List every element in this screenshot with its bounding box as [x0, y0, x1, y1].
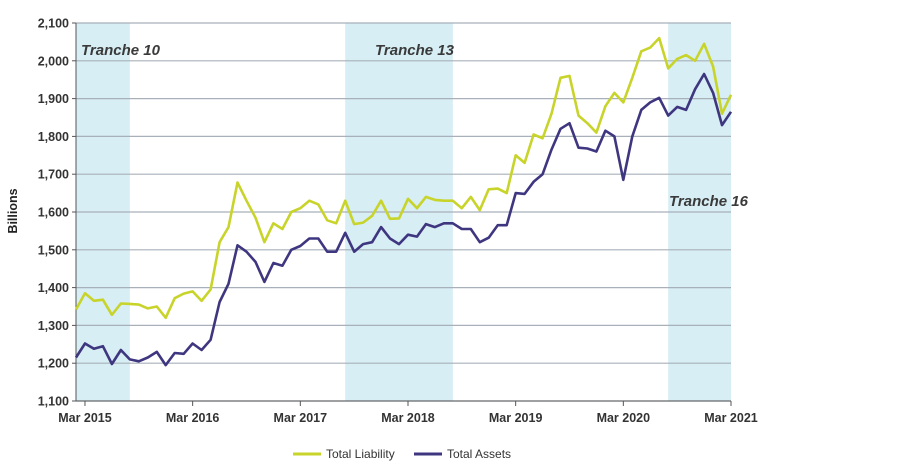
y-tick-label: 1,800 — [38, 130, 69, 144]
series-line-total-assets — [74, 72, 733, 367]
y-tick-label: 1,100 — [38, 395, 69, 409]
gridlines — [76, 22, 731, 402]
y-tick-label: 1,300 — [38, 319, 69, 333]
legend-label: Total Liability — [326, 447, 395, 461]
x-tick-label: Mar 2020 — [597, 411, 651, 425]
x-tick-label: Mar 2015 — [58, 411, 112, 425]
series-lines — [74, 36, 733, 367]
x-tick-label: Mar 2017 — [274, 411, 328, 425]
y-tick-label: 2,100 — [38, 17, 69, 31]
tranche-annotations: Tranche 10 Tranche 13 Tranche 16 — [81, 42, 749, 210]
tranche-label: Tranche 13 — [375, 42, 455, 59]
x-tick-label: Mar 2021 — [704, 411, 758, 425]
legend: Total Liability Total Assets — [293, 447, 511, 461]
x-axis: Mar 2015 Mar 2016 Mar 2017 Mar 2018 Mar 2019… — [58, 400, 758, 425]
y-tick-label: 1,900 — [38, 92, 69, 106]
tranche-label: Tranche 16 — [669, 193, 749, 210]
y-tick-label: 1,400 — [38, 281, 69, 295]
x-tick-label: Mar 2016 — [166, 411, 220, 425]
y-tick-label: 1,700 — [38, 168, 69, 182]
x-tick-label: Mar 2018 — [381, 411, 435, 425]
y-tick-label: 1,500 — [38, 243, 69, 257]
x-tick-label: Mar 2019 — [489, 411, 543, 425]
series-line-total-liability — [74, 36, 733, 320]
y-tick-label: 2,000 — [38, 54, 69, 68]
y-tick-label: 1,600 — [38, 206, 69, 220]
y-tick-label: 1,200 — [38, 357, 69, 371]
legend-label: Total Assets — [447, 447, 511, 461]
y-axis: 1,100 1,200 1,300 1,400 1,500 1,600 1,700 1,800… — [38, 17, 77, 409]
y-axis-label: Billions — [6, 188, 20, 233]
tranche-label: Tranche 10 — [81, 42, 161, 59]
